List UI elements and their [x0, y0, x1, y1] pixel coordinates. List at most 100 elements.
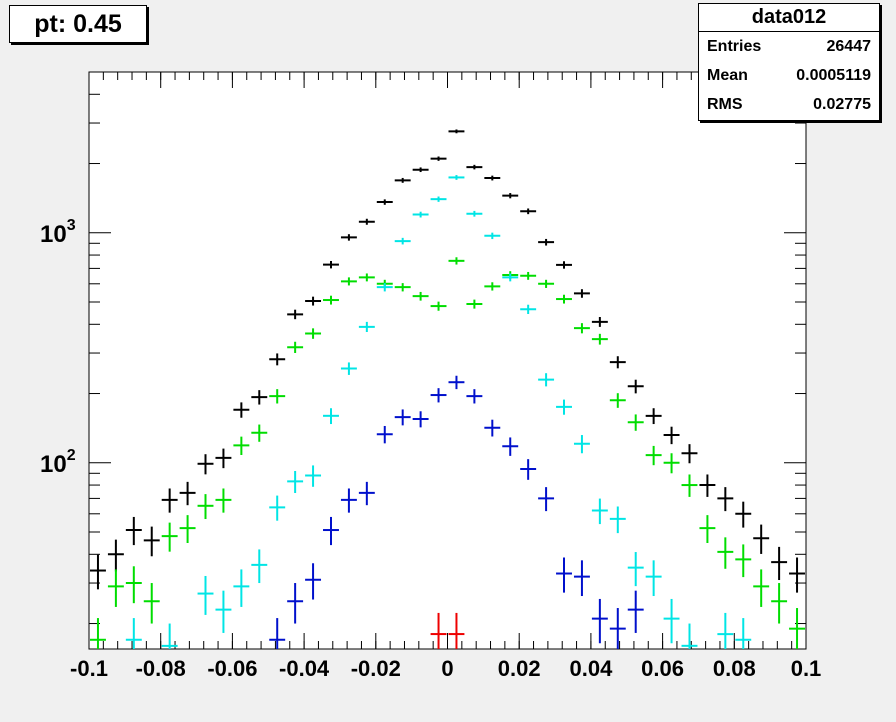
- data-point: [538, 373, 555, 387]
- data-point: [251, 390, 268, 405]
- data-point: [771, 546, 788, 581]
- data-point: [340, 488, 357, 513]
- data-point: [197, 494, 214, 520]
- stats-value: 0.02775: [813, 96, 871, 113]
- data-point: [430, 388, 447, 403]
- pad-title: pt: 0.45: [9, 5, 147, 43]
- data-point: [394, 237, 411, 245]
- data-point: [197, 454, 214, 475]
- data-point: [681, 623, 698, 649]
- data-point: [215, 590, 232, 633]
- x-tick-label: -0.08: [136, 656, 186, 681]
- data-point: [556, 261, 572, 269]
- data-point: [448, 612, 465, 649]
- data-point: [502, 273, 519, 282]
- data-point: [538, 279, 555, 288]
- plot-frame: [88, 71, 807, 650]
- data-point: [394, 409, 411, 426]
- data-point: [484, 232, 501, 240]
- data-point: [287, 583, 304, 624]
- data-point: [556, 294, 572, 304]
- data-point: [287, 470, 304, 493]
- data-point: [394, 177, 411, 183]
- data-point: [125, 566, 142, 604]
- stats-row-entries: Entries 26447: [699, 32, 879, 61]
- data-point: [305, 328, 322, 339]
- data-point: [645, 445, 662, 466]
- data-point: [412, 167, 429, 173]
- data-point: [627, 552, 644, 587]
- data-point: [520, 459, 537, 480]
- data-point: [340, 362, 357, 375]
- data-point: [573, 289, 590, 298]
- data-point: [161, 623, 178, 649]
- y-tick-label: 102: [40, 447, 76, 478]
- data-point: [376, 425, 393, 444]
- data-point: [717, 537, 734, 569]
- data-point: [735, 501, 752, 528]
- data-point: [502, 193, 519, 199]
- data-point: [645, 408, 662, 425]
- data-point: [323, 295, 339, 305]
- data-point: [430, 156, 447, 161]
- x-tick-label: 0.06: [641, 656, 684, 681]
- data-point: [323, 260, 339, 269]
- data-point: [591, 498, 608, 525]
- data-point: [556, 557, 572, 593]
- data-point: [323, 516, 339, 546]
- data-point: [448, 129, 465, 134]
- data-point: [233, 569, 250, 607]
- data-point: [358, 273, 375, 282]
- data-point: [107, 539, 124, 572]
- stats-label: Mean: [707, 67, 748, 84]
- data-point: [90, 618, 106, 649]
- data-point: [556, 399, 572, 415]
- data-point: [771, 583, 788, 624]
- data-point: [269, 495, 286, 521]
- data-point: [305, 296, 322, 306]
- data-point: [591, 598, 608, 644]
- data-point: [753, 524, 770, 554]
- x-tick-label: 0: [441, 656, 453, 681]
- data-point: [609, 356, 626, 369]
- data-point: [125, 618, 142, 649]
- data-point: [484, 175, 501, 181]
- data-point: [125, 516, 142, 546]
- stats-row-mean: Mean 0.0005119: [699, 61, 879, 90]
- data-point: [573, 323, 590, 334]
- axes-layer: -0.1 -0.08 -0.06 -0.04 -0.02 0 0.02 0.04 0.06 0.0…: [40, 71, 821, 681]
- data-point: [305, 563, 322, 600]
- data-point: [323, 408, 339, 425]
- data-point: [233, 402, 250, 418]
- x-tick-label: 0.02: [498, 656, 541, 681]
- data-point: [448, 175, 465, 180]
- data-point: [609, 393, 626, 408]
- data-point: [269, 353, 286, 366]
- data-point: [340, 277, 357, 286]
- data-point: [161, 488, 178, 513]
- data-point: [287, 309, 304, 320]
- y-tick-label: 103: [40, 217, 76, 248]
- data-point: [520, 304, 537, 314]
- x-tick-label: -0.04: [279, 656, 330, 681]
- data-point: [269, 389, 286, 404]
- stats-label: Entries: [707, 38, 762, 55]
- data-point: [681, 474, 698, 497]
- data-point: [663, 598, 680, 644]
- data-point: [663, 426, 680, 445]
- data-point: [412, 411, 429, 428]
- data-point: [573, 435, 590, 454]
- data-point: [412, 291, 429, 301]
- data-point: [376, 199, 393, 205]
- data-point: [251, 549, 268, 584]
- data-point: [215, 448, 232, 469]
- data-point: [699, 474, 716, 497]
- data-point: [627, 590, 644, 633]
- stats-value: 26447: [826, 38, 872, 55]
- data-point: [717, 612, 734, 649]
- x-tick-label: -0.02: [351, 656, 401, 681]
- data-point: [179, 515, 196, 544]
- data-point: [591, 333, 608, 345]
- data-point: [161, 522, 178, 552]
